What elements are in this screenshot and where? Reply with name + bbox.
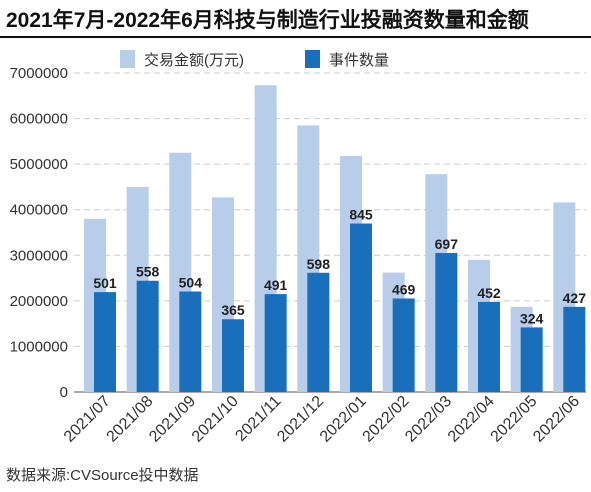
y-tick-label: 5000000 — [10, 156, 68, 173]
count-bar — [136, 280, 159, 392]
count-data-label: 697 — [435, 236, 459, 252]
count-bar — [435, 253, 458, 392]
count-data-label: 365 — [221, 302, 245, 318]
legend-swatch-count — [305, 50, 320, 68]
count-data-label: 558 — [136, 264, 160, 280]
legend-swatch-amount — [120, 50, 135, 68]
count-data-label: 491 — [264, 277, 288, 293]
count-bar — [307, 272, 330, 392]
count-data-label: 598 — [307, 256, 331, 272]
x-tick-label: 2022/01 — [317, 393, 370, 446]
count-data-label: 452 — [477, 285, 501, 301]
y-tick-label: 1000000 — [10, 338, 68, 355]
source-note: 数据来源:CVSource投中数据 — [6, 467, 199, 484]
count-bar — [392, 298, 415, 392]
y-tick-label: 6000000 — [10, 111, 68, 128]
count-bar — [520, 327, 543, 392]
y-tick-label: 2000000 — [10, 293, 68, 310]
y-tick-label: 3000000 — [10, 247, 68, 264]
x-tick-label: 2021/08 — [104, 393, 157, 446]
chart-title: 2021年7月-2022年6月科技与制造行业投融资数量和金额 — [6, 9, 529, 32]
y-tick-label: 0 — [60, 384, 68, 401]
count-data-label: 324 — [520, 310, 544, 326]
x-tick-label: 2022/05 — [488, 393, 541, 446]
legend-label-count: 事件数量 — [329, 52, 389, 69]
count-data-label: 504 — [179, 275, 203, 291]
count-bar — [478, 301, 500, 392]
x-tick-label: 2021/12 — [274, 393, 327, 446]
count-data-label: 501 — [93, 275, 117, 291]
x-tick-label: 2021/09 — [146, 393, 199, 446]
count-data-label: 469 — [392, 281, 416, 297]
count-bar — [179, 291, 202, 392]
title-divider — [0, 36, 591, 38]
count-bar — [94, 292, 116, 392]
count-bar — [350, 223, 372, 392]
count-bar — [222, 319, 244, 392]
x-tick-label: 2022/06 — [530, 393, 583, 446]
x-tick-label: 2022/02 — [360, 393, 413, 446]
count-data-label: 427 — [563, 290, 587, 306]
x-tick-label: 2021/07 — [61, 393, 114, 446]
x-tick-label: 2022/04 — [445, 393, 498, 446]
y-tick-label: 4000000 — [10, 202, 68, 219]
x-tick-label: 2021/10 — [189, 393, 242, 446]
count-data-label: 845 — [349, 207, 373, 223]
count-bar — [563, 306, 586, 392]
count-bar — [264, 294, 287, 392]
x-tick-label: 2022/03 — [402, 393, 455, 446]
legend-label-amount: 交易金额(万元) — [144, 51, 244, 69]
y-tick-label: 7000000 — [10, 65, 68, 82]
